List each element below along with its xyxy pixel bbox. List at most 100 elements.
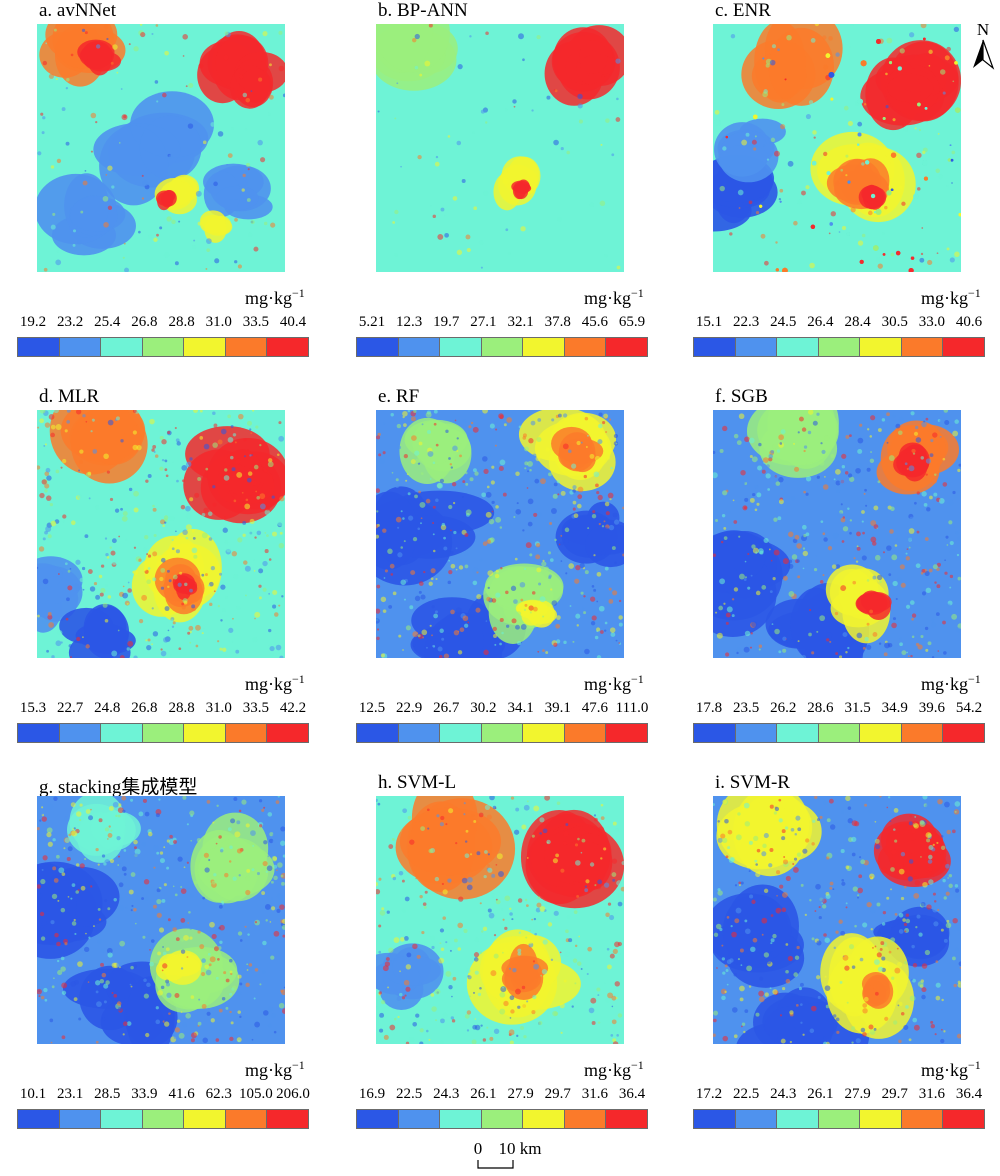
tick-label: 39.1	[544, 700, 571, 716]
colorbar-class-6	[225, 1110, 268, 1128]
panel-rf: e. RF mg·kg−1 12.5 22.9 26.7 30.2 34.1 39.1 47…	[356, 386, 648, 746]
colorbar-class-4	[818, 724, 861, 742]
panel-mlr: d. MLR mg·kg−1 15.3 22.7 24.8 26.8 28.8 31.0 3…	[17, 386, 309, 746]
colorbar-class-4	[481, 1110, 524, 1128]
tick-label: 24.3	[433, 1086, 460, 1102]
colorbar-class-6	[225, 724, 268, 742]
colorbar-class-2	[398, 1110, 441, 1128]
map-svm-r	[713, 796, 961, 1044]
colorbar-class-1	[18, 1110, 60, 1128]
colorbar-class-3	[777, 724, 819, 742]
colorbar-class-3	[101, 338, 143, 356]
panel-avnnet: a. avNNet mg·kg−1 19.2 23.2 25.4 26.8 28.8 31…	[17, 0, 309, 360]
tick-label: 40.6	[955, 314, 983, 330]
colorbar-legend	[693, 1109, 985, 1129]
colorbar-class-5	[860, 1110, 902, 1128]
colorbar-class-3	[101, 1110, 143, 1128]
colorbar-class-7	[606, 338, 648, 356]
colorbar-class-2	[735, 724, 778, 742]
tick-label: 22.5	[396, 1086, 423, 1102]
tick-label: 47.6	[581, 700, 608, 716]
colorbar-class-6	[564, 724, 607, 742]
panel-svm-l: h. SVM-L mg·kg−1 16.9 22.5 24.3 26.1 27.9 29.…	[356, 772, 648, 1132]
north-arrow-icon: N	[973, 20, 995, 70]
scale-bar: 0 10 km	[474, 1139, 542, 1169]
colorbar-class-4	[481, 724, 524, 742]
tick-label: 37.8	[544, 314, 571, 330]
colorbar-class-1	[694, 724, 736, 742]
tick-label: 111.0	[615, 700, 649, 716]
tick-label: 36.4	[955, 1086, 983, 1102]
tick-label: 33.5	[242, 314, 269, 330]
tick-label: 28.8	[168, 314, 195, 330]
tick-label: 26.8	[131, 700, 158, 716]
colorbar-class-7	[606, 724, 648, 742]
colorbar-legend	[693, 723, 985, 743]
colorbar-ticks: 15.1 22.3 24.5 26.4 28.4 30.5 33.0 40.6	[691, 314, 987, 336]
unit-label: mg·kg−1	[245, 1058, 305, 1080]
panel-title: b. BP-ANN	[378, 0, 468, 21]
colorbar-class-6	[901, 338, 944, 356]
unit-label: mg·kg−1	[921, 672, 981, 694]
colorbar-class-1	[357, 338, 399, 356]
unit-label: mg·kg−1	[921, 1058, 981, 1080]
colorbar-class-2	[735, 338, 778, 356]
colorbar-class-4	[481, 338, 524, 356]
map-stacking	[37, 796, 285, 1044]
tick-label: 22.7	[57, 700, 84, 716]
tick-label: 54.2	[955, 700, 983, 716]
tick-label: 31.6	[581, 1086, 608, 1102]
tick-label: 19.2	[19, 314, 47, 330]
unit-label: mg·kg−1	[584, 1058, 644, 1080]
colorbar-class-4	[818, 1110, 861, 1128]
colorbar-class-3	[777, 1110, 819, 1128]
tick-label: 33.5	[242, 700, 269, 716]
colorbar-class-7	[267, 338, 309, 356]
tick-label: 27.9	[844, 1086, 871, 1102]
panel-bp-ann: b. BP-ANN mg·kg−1 5.21 12.3 19.7 27.1 32.1 37…	[356, 0, 648, 360]
tick-label: 15.1	[695, 314, 723, 330]
unit-label: mg·kg−1	[584, 672, 644, 694]
tick-label: 17.2	[695, 1086, 723, 1102]
colorbar-ticks: 12.5 22.9 26.7 30.2 34.1 39.1 47.6 111.0	[354, 700, 650, 722]
tick-label: 45.6	[581, 314, 608, 330]
tick-label: 30.5	[881, 314, 908, 330]
colorbar-legend	[356, 1109, 648, 1129]
unit-label: mg·kg−1	[245, 672, 305, 694]
panel-title: e. RF	[378, 386, 420, 407]
tick-label: 105.0	[238, 1086, 273, 1102]
tick-label: 34.1	[507, 700, 534, 716]
colorbar-class-4	[142, 1110, 185, 1128]
colorbar-class-5	[523, 338, 565, 356]
colorbar-class-2	[59, 724, 102, 742]
panel-title: h. SVM-L	[378, 772, 457, 793]
tick-label: 16.9	[358, 1086, 386, 1102]
colorbar-class-1	[694, 338, 736, 356]
colorbar-class-7	[267, 1110, 309, 1128]
map-sgb	[713, 410, 961, 658]
colorbar-class-5	[184, 724, 226, 742]
scale-end-label: 10 km	[499, 1139, 542, 1158]
panel-sgb: f. SGB mg·kg−1 17.8 23.5 26.2 28.6 31.5 34.9 3…	[693, 386, 985, 746]
panel-title: a. avNNet	[39, 0, 117, 21]
colorbar-class-2	[59, 338, 102, 356]
tick-label: 26.7	[433, 700, 460, 716]
colorbar-class-1	[357, 1110, 399, 1128]
colorbar-class-4	[142, 338, 185, 356]
colorbar-legend	[356, 337, 648, 357]
tick-label: 12.5	[358, 700, 386, 716]
tick-label: 19.7	[433, 314, 460, 330]
tick-label: 62.3	[205, 1086, 232, 1102]
colorbar-class-3	[440, 338, 482, 356]
colorbar-class-1	[18, 338, 60, 356]
colorbar-class-5	[184, 338, 226, 356]
colorbar-class-5	[860, 338, 902, 356]
colorbar-class-6	[901, 1110, 944, 1128]
colorbar-class-6	[225, 338, 268, 356]
tick-label: 30.2	[470, 700, 497, 716]
panel-title: f. SGB	[715, 386, 768, 407]
tick-label: 5.21	[358, 314, 386, 330]
map-mlr	[37, 410, 285, 658]
colorbar-class-5	[523, 1110, 565, 1128]
colorbar-class-5	[523, 724, 565, 742]
